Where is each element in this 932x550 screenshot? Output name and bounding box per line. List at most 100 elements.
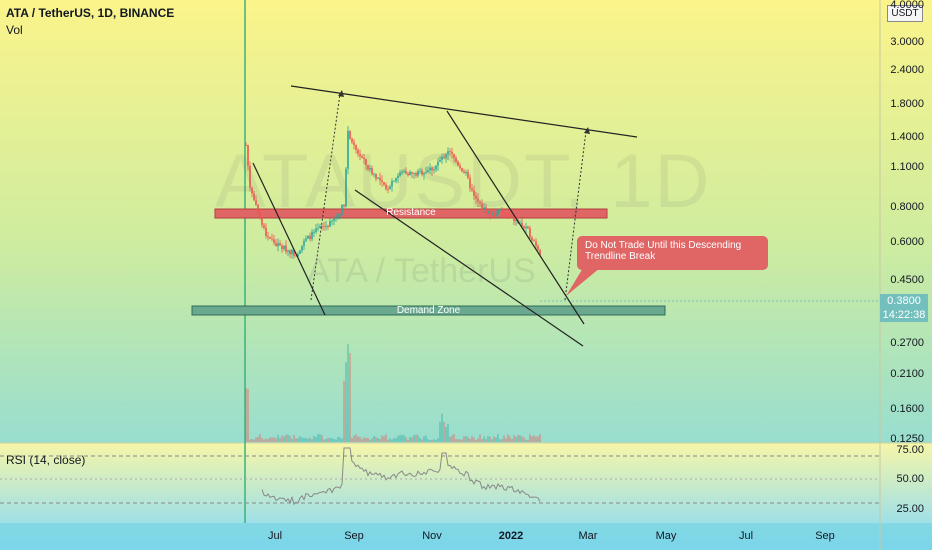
candle-body [373, 173, 375, 175]
candle-body [533, 240, 535, 242]
candle-body [481, 203, 483, 210]
volume-bar [537, 436, 539, 442]
volume-bar [249, 439, 251, 442]
demand-zone-label: Demand Zone [396, 305, 461, 316]
candle-body [493, 213, 495, 216]
current-price-tag[interactable]: 0.3800 14:22:38 [880, 294, 928, 322]
descending-trendline[interactable] [446, 110, 585, 325]
volume-bar [331, 438, 333, 442]
chart-title[interactable]: ATA / TetherUS, 1D, BINANCE [6, 6, 175, 20]
volume-bar [491, 439, 493, 442]
current-price: 0.3800 [887, 295, 921, 307]
candle-body [407, 173, 409, 176]
volume-bar [523, 437, 525, 442]
volume-bar [307, 438, 309, 442]
candle-body [403, 171, 405, 172]
candle-body [257, 205, 259, 213]
candle-body [265, 227, 267, 236]
candle-body [455, 157, 457, 162]
watermark-name: ATA / TetherUS [307, 252, 536, 290]
volume-bar [451, 435, 453, 442]
volume-bar [319, 434, 321, 442]
price-tick: 0.4500 [890, 274, 924, 286]
trade-warning-callout[interactable]: Do Not Trade Until this Descending Trend… [577, 236, 768, 270]
candle-body [397, 175, 399, 179]
volume-bar [297, 438, 299, 442]
candle-body [313, 231, 315, 233]
price-tick: 0.2700 [890, 337, 924, 349]
volume-bar [511, 439, 513, 442]
upper-trendline[interactable] [290, 85, 638, 138]
volume-bars [245, 344, 541, 442]
volume-bar [289, 435, 291, 442]
volume-bar [387, 439, 389, 442]
volume-bar [475, 439, 477, 442]
volume-bar [515, 436, 517, 442]
candle-body [465, 171, 467, 174]
price-tick: 0.1600 [890, 403, 924, 415]
volume-bar [261, 438, 263, 442]
candle-body [437, 161, 439, 166]
volume-bar [453, 434, 455, 442]
volume-bar [447, 423, 449, 442]
volume-bar [369, 439, 371, 442]
candle-body [279, 243, 281, 246]
volume-bar [467, 437, 469, 442]
candle-body [355, 145, 357, 150]
time-tick: Nov [422, 530, 442, 542]
volume-bar [433, 439, 435, 442]
candle-body [371, 167, 373, 175]
volume-label[interactable]: Vol [6, 23, 23, 37]
volume-bar [439, 422, 441, 442]
candle-body [535, 241, 537, 247]
candle-body [385, 184, 387, 190]
candle-body [451, 151, 453, 154]
volume-bar [531, 436, 533, 442]
volume-bar [485, 439, 487, 442]
lower-channel-line[interactable] [354, 189, 584, 347]
candle-body [317, 228, 319, 229]
volume-bar [405, 437, 407, 442]
resistance-label: Resistance [386, 207, 436, 218]
volume-bar [385, 434, 387, 442]
volume-bar [495, 437, 497, 442]
volume-bar [377, 438, 379, 442]
volume-bar [359, 436, 361, 442]
candle-body [335, 217, 337, 219]
candle-body [477, 198, 479, 202]
volume-bar [481, 439, 483, 442]
candle-body [309, 235, 311, 240]
volume-bar [535, 436, 537, 442]
candle-body [255, 200, 257, 206]
candle-body [475, 195, 477, 199]
trendline-1[interactable] [252, 162, 326, 316]
resistance-zone[interactable] [214, 208, 608, 219]
volume-bar [355, 434, 357, 442]
candle-body [381, 180, 383, 183]
volume-bar [411, 437, 413, 442]
candle-body [389, 186, 391, 190]
demand-zone[interactable] [191, 305, 666, 316]
rsi-label[interactable]: RSI (14, close) [6, 453, 86, 467]
volume-bar [425, 435, 427, 442]
volume-bar [247, 388, 249, 442]
volume-bar [305, 437, 307, 442]
projection-1 [310, 93, 341, 301]
candle-body [375, 173, 377, 179]
candle-body [297, 253, 299, 257]
volume-bar [419, 437, 421, 442]
volume-bar [391, 439, 393, 442]
volume-bar [443, 421, 445, 442]
volume-bar [275, 438, 277, 442]
volume-bar [395, 438, 397, 442]
volume-bar [483, 436, 485, 442]
candle-body [307, 235, 309, 239]
volume-bar [477, 438, 479, 442]
bar-countdown: 14:22:38 [882, 309, 926, 321]
volume-bar [509, 436, 511, 442]
volume-bar [295, 438, 297, 442]
candle-body [353, 142, 355, 146]
candle-body [413, 173, 415, 174]
currency-label[interactable]: USDT [887, 5, 923, 22]
